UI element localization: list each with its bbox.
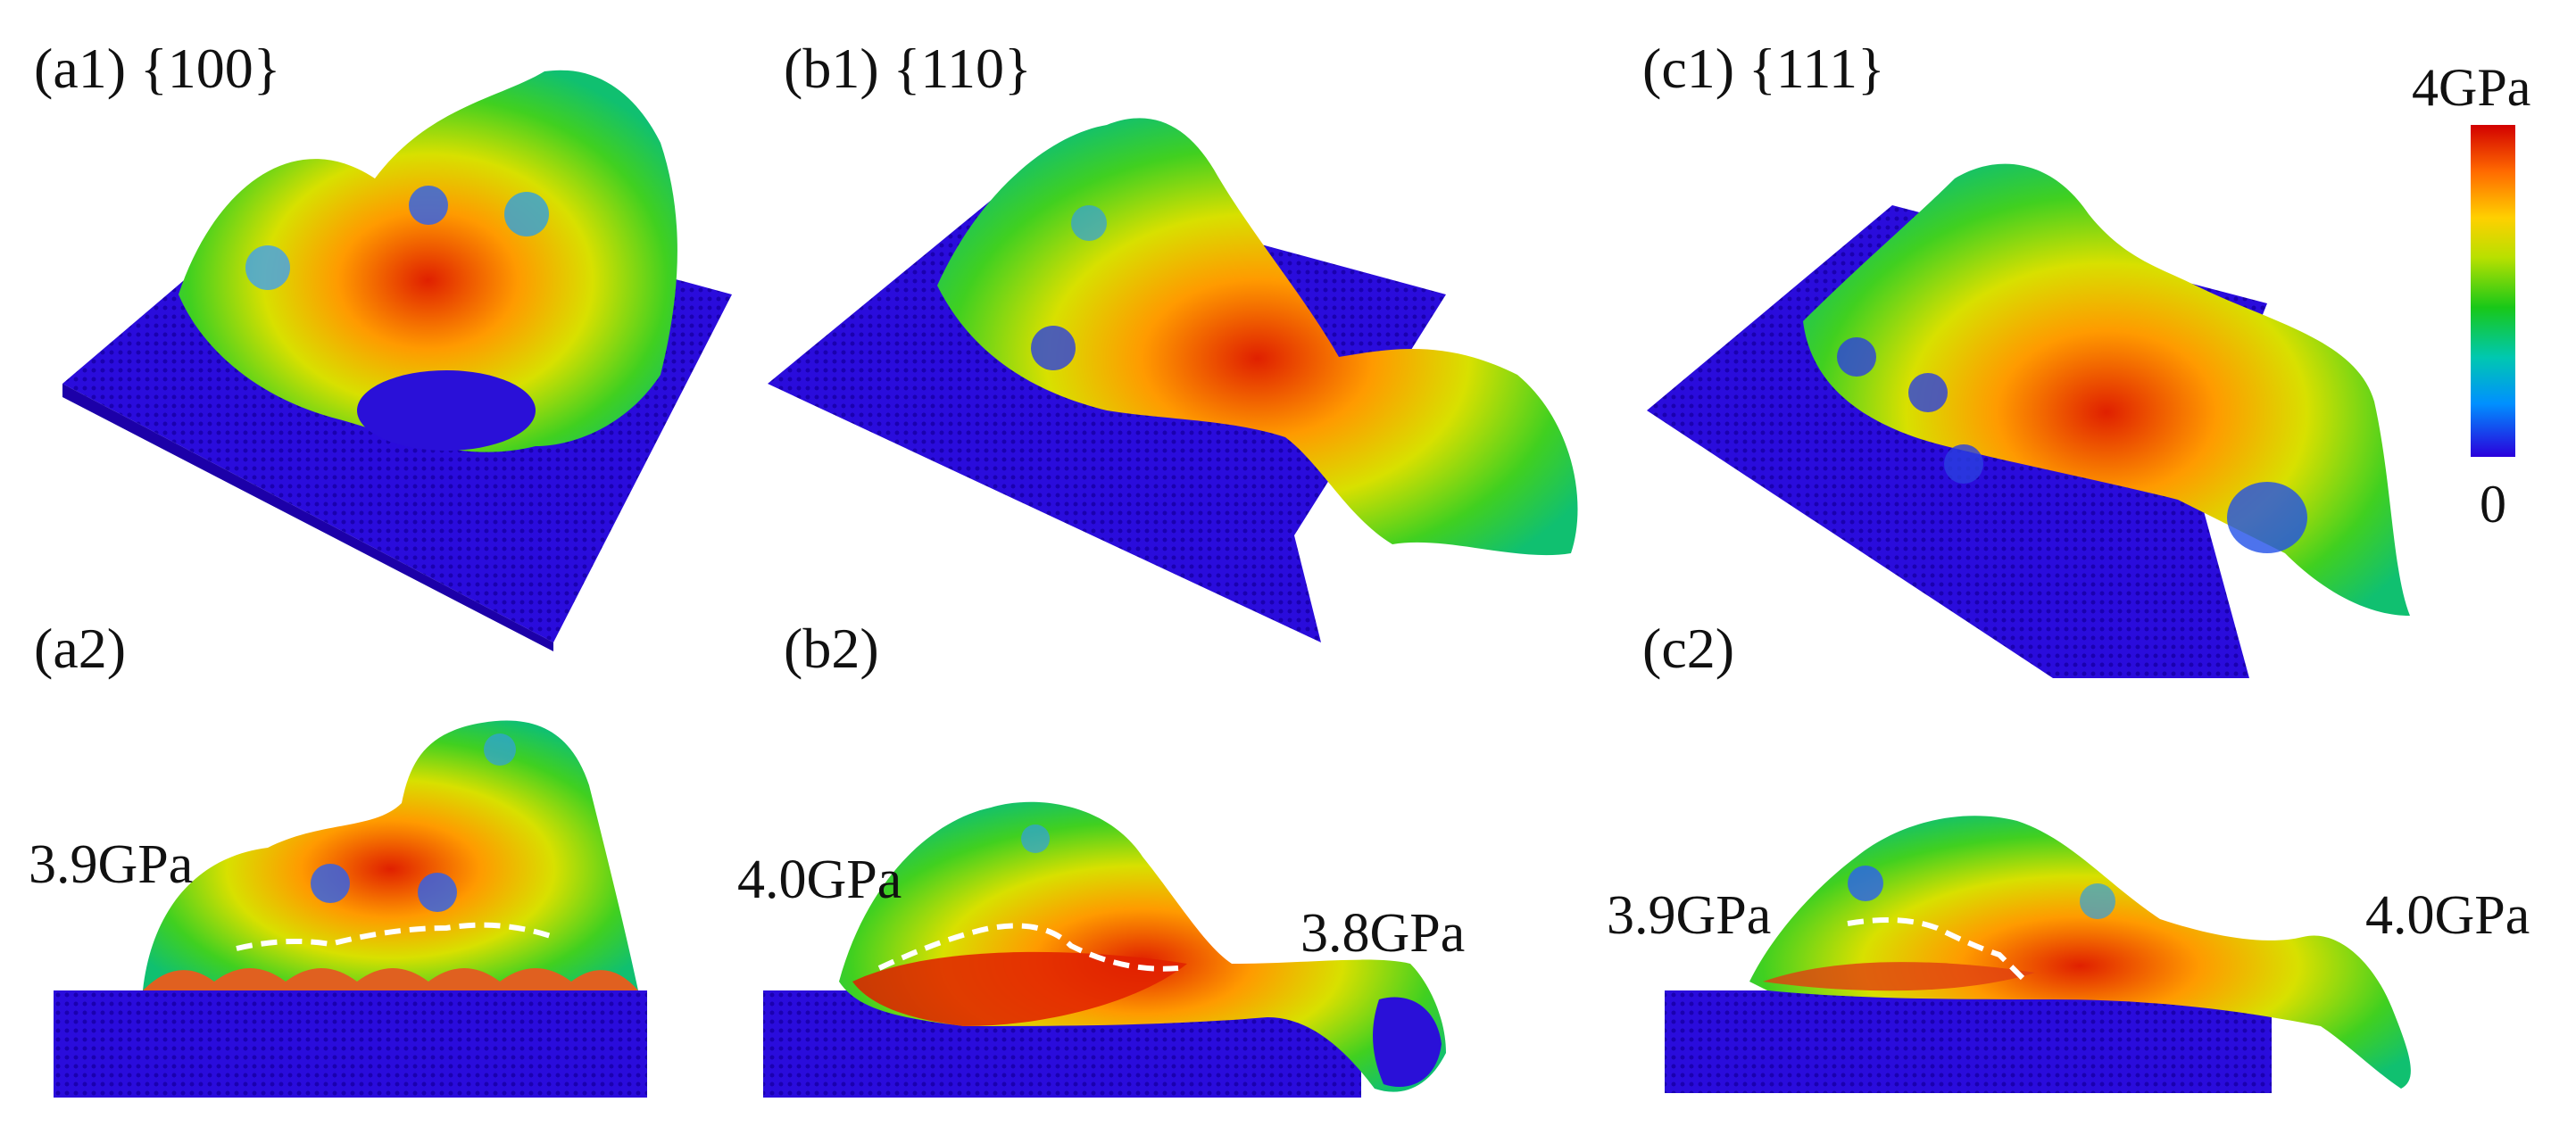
panel-label-c1: (c1) {111} <box>1642 37 1885 100</box>
panel-c1-render <box>1647 163 2410 678</box>
colorbar <box>2471 125 2515 457</box>
colorbar-max-label: 4GPa <box>2412 58 2531 117</box>
panel-label-a2: (a2) <box>34 617 127 680</box>
annotation-c2-right: 4.0GPa <box>2365 885 2530 946</box>
panel-b2-render <box>763 801 1446 1098</box>
annotation-b2-left: 4.0GPa <box>737 849 902 910</box>
annotation-c2-left: 3.9GPa <box>1607 885 1772 946</box>
panel-c2-render <box>1665 816 2411 1093</box>
panel-label-a1: (a1) {100} <box>34 37 281 100</box>
panel-b1-render <box>768 118 1578 642</box>
annotation-a2-left: 3.9GPa <box>29 834 194 895</box>
annotation-b2-right: 3.8GPa <box>1300 903 1466 964</box>
panel-label-c2: (c2) <box>1642 617 1735 680</box>
colorbar-min-label: 0 <box>2480 475 2506 534</box>
panel-a2-render <box>54 720 647 1098</box>
panel-label-b2: (b2) <box>784 617 879 680</box>
panel-label-b1: (b1) {110} <box>784 37 1032 100</box>
panel-a1-render <box>62 70 732 651</box>
